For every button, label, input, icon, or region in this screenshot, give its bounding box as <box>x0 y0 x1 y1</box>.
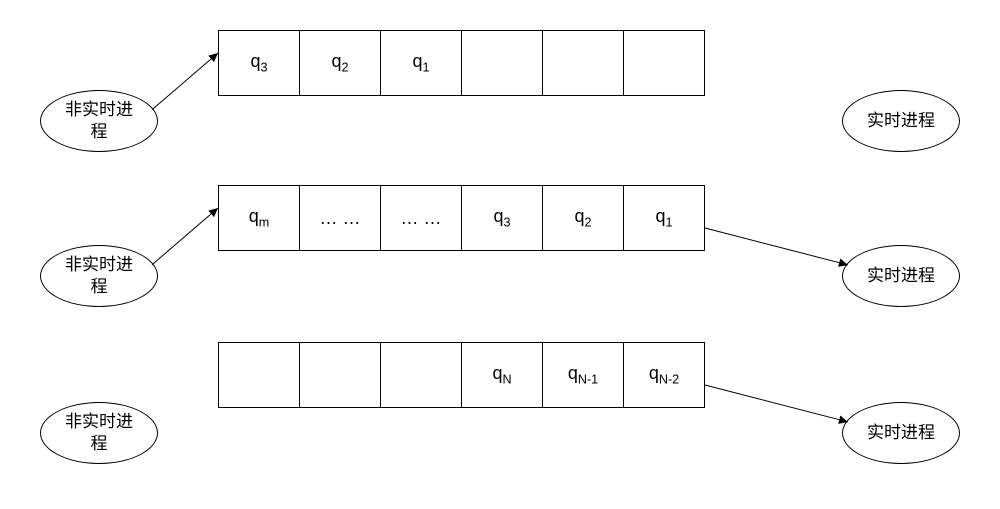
queue-cell-label: q2 <box>331 51 348 75</box>
ellipse-right-0: 实时进程 <box>842 90 960 152</box>
queue-row-2: qN qN-1 qN-2 <box>218 342 705 408</box>
ellipse-left-0: 非实时进 程 <box>40 90 158 152</box>
queue-cell <box>542 30 624 96</box>
queue-row-1: qm … … … … q3 q2 q1 <box>218 185 705 251</box>
queue-cell-label: q1 <box>655 206 672 230</box>
ellipse-label: 非实时进 程 <box>65 254 133 298</box>
ellipse-left-2: 非实时进 程 <box>40 402 158 464</box>
queue-cell: qN <box>461 342 543 408</box>
queue-cell-label: … … <box>319 208 360 229</box>
queue-cell: … … <box>380 185 462 251</box>
queue-cell: q1 <box>380 30 462 96</box>
queue-cell-label: qN-2 <box>649 363 679 387</box>
queue-cell <box>380 342 462 408</box>
queue-cell-label: q3 <box>250 51 267 75</box>
ellipse-label: 实时进程 <box>867 265 935 287</box>
ellipse-label: 实时进程 <box>867 422 935 444</box>
queue-cell <box>461 30 543 96</box>
queue-cell-label: q2 <box>574 206 591 230</box>
queue-cell: qm <box>218 185 300 251</box>
queue-cell: q2 <box>299 30 381 96</box>
queue-cell: … … <box>299 185 381 251</box>
queue-cell <box>623 30 705 96</box>
queue-cell-label: … … <box>400 208 441 229</box>
arrow-out-2 <box>693 373 860 434</box>
ellipse-label: 非实时进 程 <box>65 99 133 143</box>
queue-cell <box>218 342 300 408</box>
queue-cell: q1 <box>623 185 705 251</box>
queue-cell-label: qN-1 <box>568 363 598 387</box>
queue-row-0: q3 q2 q1 <box>218 30 705 96</box>
queue-cell <box>299 342 381 408</box>
ellipse-label: 非实时进 程 <box>65 411 133 455</box>
queue-cell-label: q3 <box>493 206 510 230</box>
queue-cell-label: qN <box>492 363 511 387</box>
ellipse-left-1: 非实时进 程 <box>40 245 158 307</box>
queue-cell-label: q1 <box>412 51 429 75</box>
queue-cell-label: qm <box>249 206 270 230</box>
queue-cell: q2 <box>542 185 624 251</box>
ellipse-right-1: 实时进程 <box>842 245 960 307</box>
ellipse-label: 实时进程 <box>867 110 935 132</box>
ellipse-right-2: 实时进程 <box>842 402 960 464</box>
arrow-out-1 <box>693 216 860 277</box>
queue-cell: q3 <box>461 185 543 251</box>
queue-cell: q3 <box>218 30 300 96</box>
queue-cell: qN-2 <box>623 342 705 408</box>
queue-cell: qN-1 <box>542 342 624 408</box>
diagram-canvas: 非实时进 程实时进程q3q2q1非实时进 程实时进程qm… …… …q3q2q1… <box>0 0 1000 509</box>
